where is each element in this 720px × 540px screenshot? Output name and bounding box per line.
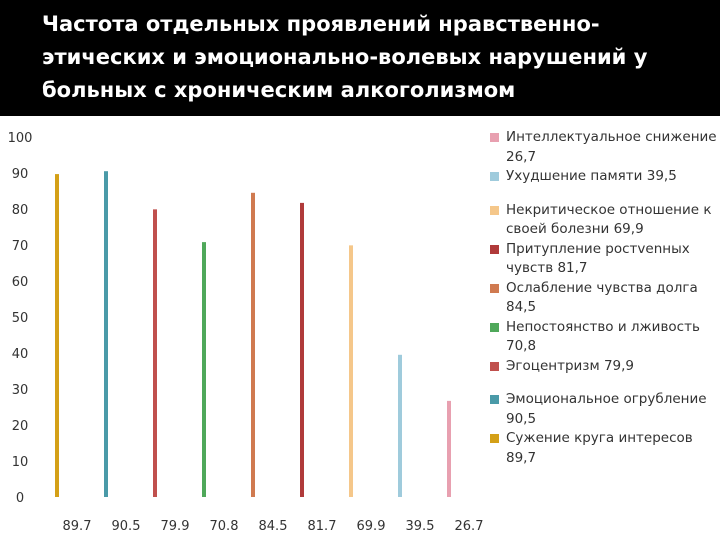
- y-tick-label: 70: [12, 239, 29, 254]
- bar: [251, 192, 255, 498]
- legend-swatch: [490, 395, 499, 404]
- legend-swatch: [490, 133, 499, 142]
- page-title: Частота отдельных проявлений нравственно…: [42, 12, 648, 102]
- legend-label: Эгоцентризм 79,9: [506, 357, 635, 374]
- y-tick-label: 80: [12, 203, 29, 218]
- y-tick-label: 40: [12, 347, 29, 362]
- legend-swatch: [490, 244, 499, 254]
- y-tick-label: 90: [12, 167, 29, 182]
- title-band: [0, 0, 720, 116]
- legend-item: Некритическое отношение к своей болезни …: [490, 201, 718, 240]
- legend-item: Ослабление чувства долга 84,5: [490, 279, 718, 318]
- bar: [104, 171, 108, 497]
- legend-label: Притупление ростvenных чувств 81,7: [506, 240, 690, 277]
- x-tick-label: 39.5: [406, 519, 435, 534]
- y-tick-label: 0: [16, 491, 24, 506]
- legend-item: Интеллектуальное снижение 26,7: [490, 128, 718, 167]
- bar: [398, 354, 402, 497]
- bar: [153, 209, 157, 498]
- y-tick-label: 10: [12, 455, 29, 470]
- legend-label: Сужение круга интересов 89,7: [506, 430, 693, 466]
- legend-swatch: [490, 172, 499, 181]
- x-tick-label: 84.5: [259, 519, 288, 534]
- legend-swatch: [490, 322, 499, 332]
- legend-swatch: [490, 361, 499, 371]
- legend-item: Эгоцентризм 79,9: [490, 357, 718, 377]
- y-tick-label: 20: [12, 419, 29, 434]
- legend-label: Непостоянство и лживость 70,8: [506, 318, 700, 355]
- legend-item: Сужение круга интересов 89,7: [490, 429, 718, 468]
- legend-item: Ухудшение памяти 39,5: [490, 167, 718, 187]
- x-tick-label: 26.7: [455, 519, 484, 534]
- x-tick-label: 70.8: [210, 519, 239, 534]
- bar: [55, 174, 59, 497]
- legend-label: Интеллектуальное снижение 26,7: [506, 129, 717, 165]
- legend-item: Непостоянство и лживость 70,8: [490, 318, 718, 357]
- legend-swatch: [490, 434, 499, 443]
- y-tick-label: 60: [12, 275, 29, 290]
- x-tick-label: 90.5: [112, 519, 141, 534]
- x-tick-label: 79.9: [161, 519, 190, 534]
- bar: [202, 242, 206, 497]
- legend-label: Некритическое отношение к своей болезни …: [506, 201, 712, 238]
- legend-item: Эмоциональное огрубление 90,5: [490, 390, 718, 429]
- bar: [349, 245, 353, 497]
- y-tick-label: 30: [12, 383, 29, 398]
- legend-label: Эмоциональное огрубление 90,5: [506, 391, 707, 427]
- legend-label: Ухудшение памяти 39,5: [506, 168, 677, 184]
- x-tick-label: 81.7: [308, 519, 337, 534]
- chart-legend: Интеллектуальное снижение 26,7 Ухудшение …: [490, 128, 718, 468]
- x-tick-label: 69.9: [357, 519, 386, 534]
- legend-label: Ослабление чувства долга 84,5: [506, 279, 698, 316]
- legend-swatch: [490, 283, 499, 293]
- bar: [300, 202, 304, 497]
- legend-swatch: [490, 205, 499, 215]
- x-tick-label: 89.7: [63, 519, 92, 534]
- bar: [447, 400, 451, 497]
- legend-item: Притупление ростvenных чувств 81,7: [490, 240, 718, 279]
- y-tick-label: 100: [8, 131, 33, 146]
- y-tick-label: 50: [12, 311, 29, 326]
